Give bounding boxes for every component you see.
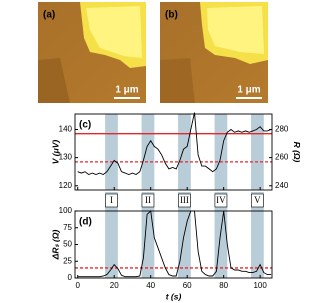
- x-axis-label: t (s): [166, 291, 182, 301]
- x-tick-label: 60: [183, 281, 192, 290]
- band-label: V: [254, 195, 261, 205]
- y-tick-label: 25: [63, 256, 72, 265]
- image-label: (b): [165, 10, 178, 21]
- x-tick-label: 80: [219, 281, 228, 290]
- data-line: [77, 112, 272, 176]
- y-tick-label: 130: [59, 153, 73, 162]
- y2-tick-label: 280: [275, 125, 289, 134]
- band: [141, 114, 155, 190]
- plot-frame: [74, 113, 273, 191]
- y-axis-label: V (μV): [50, 140, 60, 165]
- y-tick-label: 50: [63, 240, 72, 249]
- x-tick-label: 20: [110, 281, 119, 290]
- band: [251, 192, 264, 278]
- x-tick-label: 40: [146, 281, 155, 290]
- band-label: IV: [216, 195, 226, 205]
- band-label: I: [110, 195, 113, 205]
- y-axis-label: ΔRₛ (Ω): [50, 229, 60, 260]
- y-tick-label: 120: [59, 181, 73, 190]
- band-label: II: [145, 195, 151, 205]
- y2-tick-label: 240: [275, 181, 289, 190]
- afm-image-a: (a) 1 μm: [38, 2, 146, 103]
- band: [214, 114, 228, 190]
- x-tick-label: 0: [76, 281, 81, 290]
- image-label: (a): [43, 10, 55, 21]
- band-label-box: [251, 193, 264, 208]
- band-label-box: [214, 193, 228, 208]
- panel-label: (d): [79, 217, 92, 228]
- y-tick-label: 140: [59, 125, 73, 134]
- y2-axis-label: R (Ω): [292, 142, 300, 163]
- figure: (a) 1 μm (b) 1 μm 120 130 140 240 260 280R (Ω…: [38, 2, 300, 301]
- panel-label: (c): [79, 120, 91, 131]
- band: [178, 114, 191, 190]
- band-label-box: [105, 193, 118, 208]
- band: [105, 192, 118, 278]
- afm-image-b: (b) 1 μm: [160, 2, 268, 103]
- y-tick-label: 75: [63, 223, 72, 232]
- y-tick-label: 0: [68, 273, 73, 282]
- band-label: III: [180, 195, 189, 205]
- band: [251, 114, 264, 190]
- y-tick-label: 100: [59, 206, 73, 215]
- band-label-box: [178, 193, 191, 208]
- band-label-box: [141, 193, 155, 208]
- x-tick-label: 100: [253, 281, 267, 290]
- band: [105, 114, 118, 190]
- y2-tick-label: 260: [275, 153, 289, 162]
- scale-bar-label: 1 μm: [115, 85, 138, 96]
- scale-bar-label: 1 μm: [237, 85, 260, 96]
- data-line: [77, 210, 272, 278]
